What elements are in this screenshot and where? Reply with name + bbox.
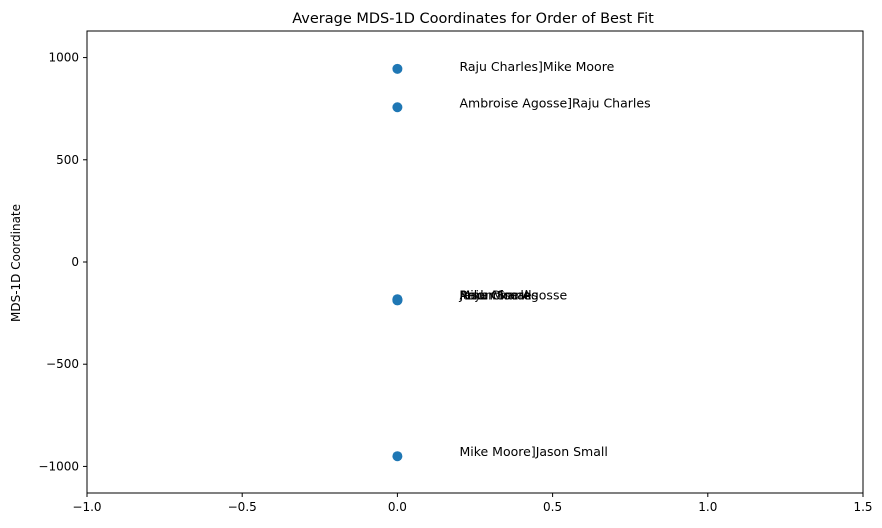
- point-annotations: Raju Charles]Mike Moore Ambroise Agosse]R…: [458, 59, 650, 459]
- x-tick-label: 1.5: [853, 500, 872, 514]
- chart-title: Average MDS-1D Coordinates for Order of …: [292, 11, 654, 27]
- x-tick-label: −1.0: [72, 500, 101, 514]
- data-points: [392, 63, 403, 462]
- data-point: [392, 451, 403, 462]
- x-axis: −1.0 −0.5 0.0 0.5 1.0 1.5: [72, 493, 873, 514]
- data-point: [392, 295, 403, 306]
- point-annotation: Ambroise Agosse: [459, 288, 567, 303]
- y-axis: 1000 500 0 −500 −1000: [38, 51, 87, 473]
- x-tick-label: −0.5: [228, 500, 257, 514]
- data-point: [392, 102, 403, 113]
- point-annotation: Ambroise Agosse]Raju Charles: [459, 96, 650, 111]
- y-tick-label: 500: [56, 153, 79, 167]
- x-tick-label: 0.0: [388, 500, 407, 514]
- y-tick-label: −1000: [38, 459, 79, 473]
- y-tick-label: 0: [71, 255, 79, 269]
- x-tick-label: 0.5: [543, 500, 562, 514]
- plot-frame: [86, 30, 864, 494]
- x-tick-label: 1.0: [698, 500, 717, 514]
- point-annotation: Jason Small: [458, 288, 531, 303]
- point-annotation: Raju Charles]Mike Moore: [459, 59, 614, 74]
- point-annotation: Mike Moore]Jason Small: [459, 444, 607, 459]
- y-tick-label: 1000: [48, 51, 79, 65]
- data-point: [392, 63, 403, 74]
- y-axis-label: MDS-1D Coordinate: [9, 204, 23, 322]
- point-annotation: Mike Moore: [459, 288, 531, 303]
- y-tick-label: −500: [46, 357, 79, 371]
- point-annotation: Raju Charles: [459, 288, 538, 303]
